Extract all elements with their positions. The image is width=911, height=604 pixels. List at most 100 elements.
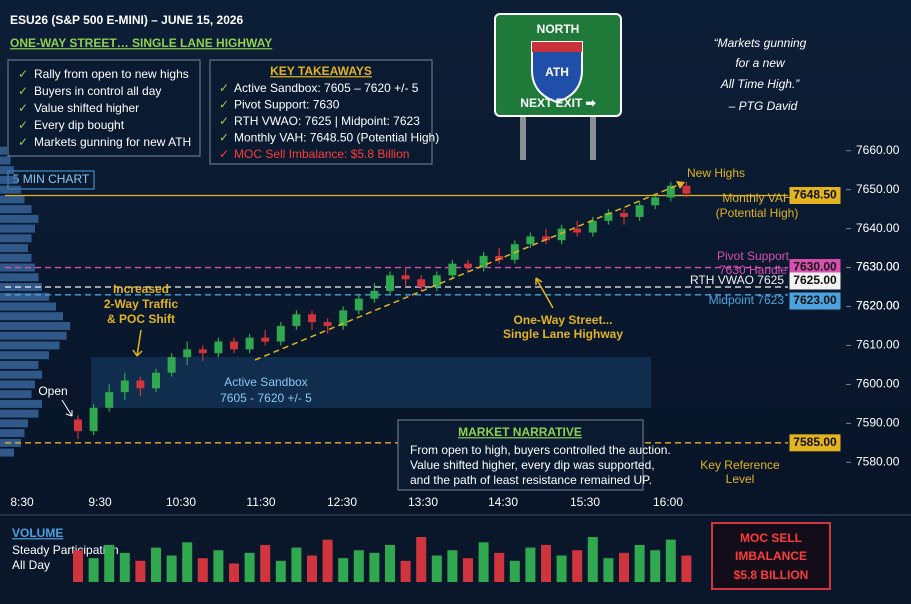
- narrative-line: Value shifted higher, every dip was supp…: [410, 458, 655, 472]
- check-icon: ✓: [219, 147, 229, 161]
- volume-bar: [119, 552, 130, 582]
- annotation-arrow: [61, 399, 73, 417]
- reference-value: 7648.50: [793, 188, 837, 202]
- volume-bar: [244, 552, 255, 582]
- volume-bar: [572, 550, 583, 582]
- candle-body: [479, 255, 488, 268]
- x-tick-label: 16:00: [653, 495, 683, 509]
- candle-body: [214, 341, 223, 354]
- volume-bar: [338, 558, 349, 582]
- candle-body: [245, 337, 254, 350]
- takeaway-item: Monthly VAH: 7648.50 (Potential High): [234, 131, 439, 145]
- profile-bar: [0, 302, 56, 311]
- volume-bar: [151, 547, 161, 582]
- profile-bar: [0, 360, 39, 369]
- quote-line: All Time High.”: [720, 77, 801, 91]
- reference-value: 7623.00: [793, 293, 837, 307]
- volume-bar: [541, 544, 551, 582]
- y-tick-label: 7660.00: [856, 143, 900, 157]
- candle-body: [198, 349, 207, 354]
- candle-body: [339, 310, 348, 326]
- candle-body: [386, 275, 394, 291]
- volume-title: VOLUME: [12, 526, 63, 540]
- y-tick-label: 7620.00: [856, 299, 900, 313]
- candle-body: [682, 185, 691, 194]
- narrative-box: [397, 419, 644, 491]
- checklist-item: Rally from open to new highs: [34, 67, 189, 81]
- profile-bar: [0, 205, 32, 214]
- x-tick-label: 10:30: [166, 495, 196, 509]
- volume-bar: [665, 539, 676, 582]
- volume-bar: [307, 555, 317, 582]
- volume-note: Steady Participation: [12, 543, 119, 557]
- profile-bar: [0, 292, 49, 301]
- volume-bar: [353, 550, 364, 582]
- volume-note: All Day: [12, 558, 50, 572]
- candle-body: [89, 407, 98, 432]
- check-icon: ✓: [219, 114, 229, 128]
- checklist-item: Buyers in control all day: [34, 84, 161, 98]
- reference-note: Level: [726, 472, 755, 486]
- volume-bar: [463, 558, 473, 582]
- reference-note: Key Reference: [700, 458, 780, 472]
- checklist-box: [7, 59, 201, 157]
- profile-bar: [0, 312, 63, 321]
- reference-value: 7585.00: [793, 435, 837, 449]
- profile-bar: [0, 156, 11, 165]
- volume-bar: [650, 550, 661, 582]
- moc-line: $5.8 BILLION: [734, 568, 809, 582]
- annotation: 7605 - 7620 +/- 5: [220, 391, 312, 405]
- profile-bar: [0, 253, 32, 262]
- trend-arrow: [676, 181, 685, 189]
- volume-bar: [291, 547, 302, 582]
- candle-body: [542, 236, 550, 241]
- annotation: 2-Way Traffic: [104, 297, 179, 311]
- profile-bar: [0, 341, 60, 350]
- y-tick-label: 7640.00: [856, 221, 900, 235]
- moc-line: MOC SELL: [740, 531, 802, 545]
- check-icon: ✓: [219, 131, 229, 145]
- candle-body: [74, 419, 82, 432]
- annotation: Open: [38, 384, 67, 398]
- candle-body: [573, 228, 582, 233]
- reference-value: 7625.00: [793, 273, 837, 287]
- candle-body: [588, 220, 597, 233]
- profile-bar: [0, 185, 21, 194]
- volume-bar: [275, 560, 286, 582]
- plot: 7660.00 7650.00 7640.00 7630.00 7630.00 7620.…: [0, 143, 900, 509]
- reference-box: [789, 272, 841, 290]
- profile-bar: [0, 351, 49, 360]
- volume-bar: [556, 555, 567, 582]
- candle-body: [105, 392, 114, 408]
- volume-bar: [478, 542, 489, 582]
- profile-bar: [0, 224, 35, 233]
- check-icon: ✓: [18, 67, 28, 81]
- checklist-item: Every dip bought: [34, 118, 125, 132]
- volume-bar: [88, 558, 99, 582]
- profile-bar: [0, 370, 42, 379]
- annotation-arrow: [535, 277, 554, 309]
- profile-bar: [0, 429, 25, 438]
- narrative-line: From open to high, buyers controlled the…: [410, 443, 671, 457]
- y-tick-label: 7650.00: [856, 182, 900, 196]
- check-icon: ✓: [18, 118, 28, 132]
- candle-body: [308, 314, 316, 323]
- candle-body: [417, 279, 426, 288]
- check-icon: ✓: [219, 98, 229, 112]
- profile-bar: [0, 331, 67, 340]
- candle-body: [464, 263, 472, 268]
- x-tick-label: 12:30: [327, 495, 357, 509]
- y-tick-label: 7630.00: [856, 260, 900, 274]
- annotation: & POC Shift: [107, 312, 175, 326]
- candle-body: [401, 275, 410, 280]
- annotation-arrow: [132, 329, 143, 357]
- candle-body: [635, 205, 644, 217]
- candle-body: [526, 236, 535, 245]
- takeaway-item: RTH VWAO: 7625 | Midpoint: 7623: [234, 114, 420, 128]
- profile-bar: [0, 146, 7, 155]
- candle-body: [261, 337, 270, 342]
- chart-label: 5 MIN CHART: [13, 172, 90, 186]
- volume-bar: [525, 547, 536, 582]
- volume-bar: [213, 550, 224, 582]
- profile-bar: [0, 419, 28, 428]
